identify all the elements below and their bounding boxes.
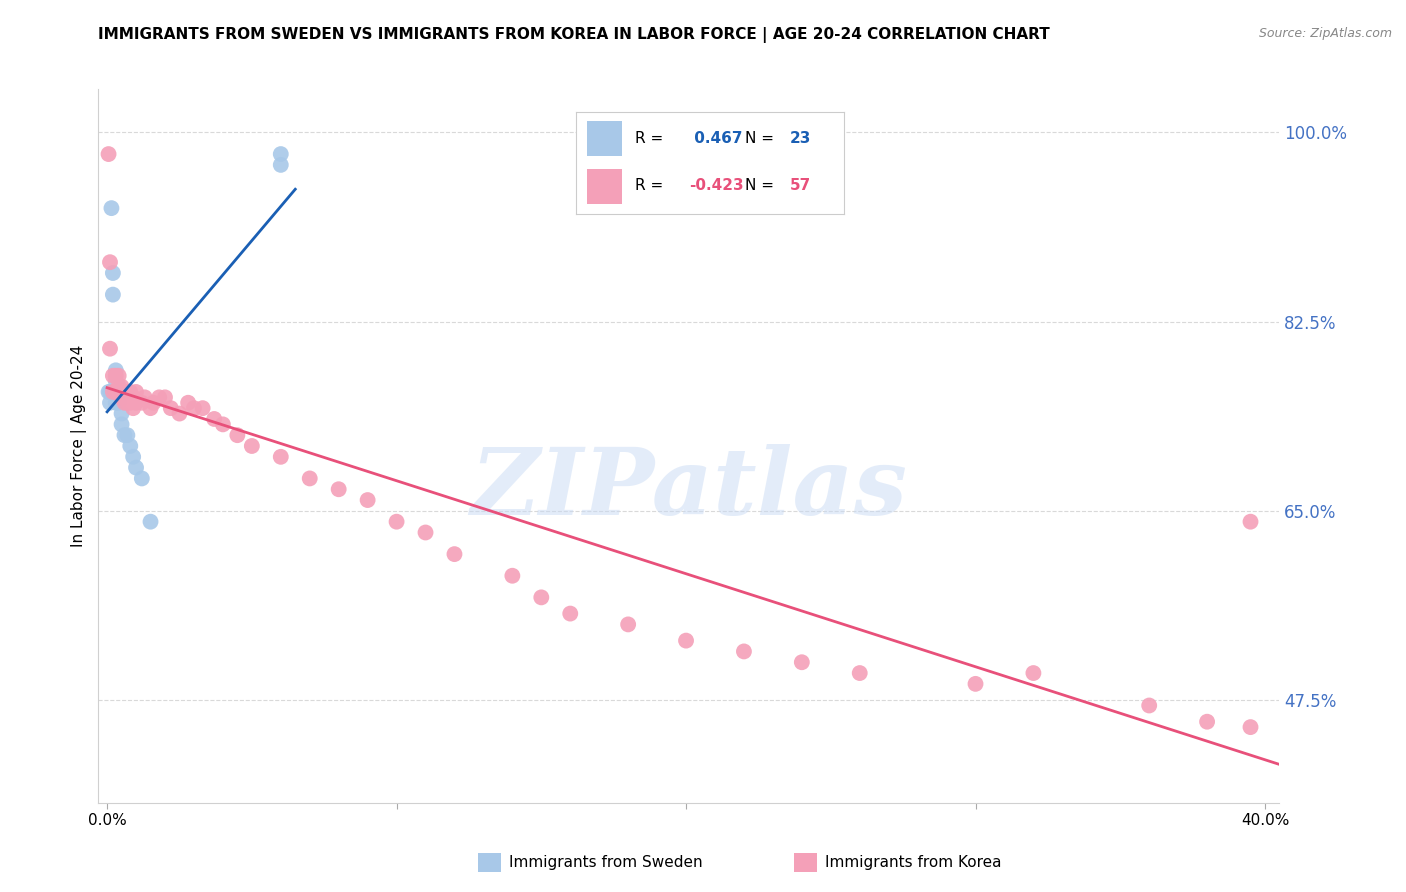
Point: [97, 384, 120, 399]
Point: [122, 390, 145, 404]
Point: [443, 547, 465, 561]
Point: [107, 368, 129, 383]
Point: [328, 482, 350, 496]
Text: N =: N =: [745, 130, 773, 145]
Point: [125, 384, 148, 399]
Text: Source: ZipAtlas.com: Source: ZipAtlas.com: [1258, 27, 1392, 40]
Point: [560, 607, 582, 621]
Point: [107, 396, 129, 410]
Point: [134, 390, 156, 404]
Text: -0.423: -0.423: [689, 178, 744, 193]
Point: [501, 568, 523, 582]
Point: [117, 396, 139, 410]
Point: [104, 396, 127, 410]
Point: [298, 471, 321, 485]
Point: [107, 379, 129, 393]
Point: [169, 407, 191, 421]
Point: [107, 384, 129, 399]
Text: ZIPatlas: ZIPatlas: [471, 444, 907, 533]
Point: [104, 374, 127, 388]
Point: [101, 287, 124, 301]
Y-axis label: In Labor Force | Age 20-24: In Labor Force | Age 20-24: [72, 345, 87, 547]
Point: [131, 396, 153, 410]
Text: N =: N =: [745, 178, 773, 193]
Point: [385, 515, 408, 529]
Point: [1022, 666, 1045, 681]
Point: [1197, 714, 1219, 729]
Point: [101, 266, 124, 280]
Text: 57: 57: [790, 178, 811, 193]
Point: [270, 158, 292, 172]
Point: [733, 644, 755, 658]
Point: [617, 617, 640, 632]
Point: [101, 368, 124, 383]
Point: [159, 401, 181, 416]
Point: [110, 390, 132, 404]
Point: [117, 384, 139, 399]
Text: IMMIGRANTS FROM SWEDEN VS IMMIGRANTS FROM KOREA IN LABOR FORCE | AGE 20-24 CORRE: IMMIGRANTS FROM SWEDEN VS IMMIGRANTS FRO…: [98, 27, 1050, 43]
Point: [98, 255, 121, 269]
Point: [183, 401, 205, 416]
Point: [114, 384, 136, 399]
Point: [270, 450, 292, 464]
Bar: [588, 120, 621, 155]
Point: [122, 401, 145, 416]
Point: [356, 493, 378, 508]
Point: [191, 401, 214, 416]
Point: [110, 379, 132, 393]
Point: [125, 460, 148, 475]
Point: [104, 368, 127, 383]
Point: [122, 450, 145, 464]
Point: [101, 384, 124, 399]
Point: [120, 384, 142, 399]
Text: 23: 23: [790, 130, 811, 145]
Point: [139, 515, 162, 529]
Text: R =: R =: [636, 130, 664, 145]
Text: Immigrants from Sweden: Immigrants from Sweden: [509, 855, 703, 870]
Bar: [588, 169, 621, 204]
Point: [148, 390, 170, 404]
Point: [120, 396, 142, 410]
Point: [226, 428, 249, 442]
Point: [131, 471, 153, 485]
Point: [202, 412, 225, 426]
Point: [240, 439, 263, 453]
Point: [98, 342, 121, 356]
Point: [212, 417, 235, 432]
Point: [1239, 515, 1261, 529]
Point: [104, 363, 127, 377]
Point: [98, 384, 121, 399]
Text: Immigrants from Korea: Immigrants from Korea: [825, 855, 1002, 870]
Point: [97, 147, 120, 161]
Point: [848, 666, 870, 681]
Point: [153, 390, 176, 404]
Point: [100, 201, 122, 215]
Point: [114, 396, 136, 410]
Point: [270, 147, 292, 161]
Point: [104, 384, 127, 399]
Point: [177, 396, 200, 410]
Point: [1137, 698, 1160, 713]
Point: [675, 633, 697, 648]
Point: [139, 401, 162, 416]
Point: [142, 396, 165, 410]
Point: [415, 525, 437, 540]
Point: [110, 407, 132, 421]
Point: [965, 677, 987, 691]
Point: [790, 655, 813, 669]
Point: [117, 428, 139, 442]
Text: R =: R =: [636, 178, 664, 193]
Point: [1239, 720, 1261, 734]
Point: [110, 417, 132, 432]
Point: [98, 396, 121, 410]
Point: [120, 439, 142, 453]
Point: [114, 428, 136, 442]
Text: 0.467: 0.467: [689, 130, 742, 145]
Point: [125, 396, 148, 410]
Point: [530, 591, 553, 605]
Point: [104, 384, 127, 399]
